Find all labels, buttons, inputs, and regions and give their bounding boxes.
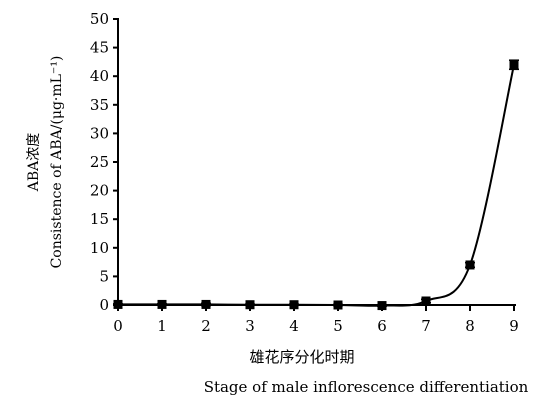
y-axis-label-cn: ABA浓度 <box>26 133 42 193</box>
data-point <box>377 301 387 311</box>
series <box>113 59 519 311</box>
y-tick-label: 45 <box>90 39 109 57</box>
x-tick-label: 2 <box>201 317 211 335</box>
x-tick-label: 1 <box>157 317 167 335</box>
y-tick-label: 10 <box>90 239 109 257</box>
x-axis-label-en: Stage of male inflorescence differentiat… <box>204 378 529 396</box>
data-point <box>157 299 167 309</box>
series-line <box>118 64 515 307</box>
x-tick-label: 8 <box>465 317 475 335</box>
y-tick-label: 35 <box>90 96 109 114</box>
x-tick-label: 6 <box>377 317 387 335</box>
y-tick-label: 15 <box>90 210 109 228</box>
y-tick-label: 25 <box>90 153 109 171</box>
data-point <box>113 299 123 309</box>
data-point <box>421 296 431 306</box>
y-tick-label: 0 <box>99 296 109 314</box>
data-point <box>201 299 211 309</box>
x-tick-label: 3 <box>245 317 255 335</box>
axes <box>117 18 516 306</box>
x-tick-label: 0 <box>113 317 123 335</box>
y-tick-label: 40 <box>90 67 109 85</box>
x-tick-label: 9 <box>509 317 519 335</box>
y-axis-label-en: Consistence of ABA/(μg·mL⁻¹) <box>49 56 65 269</box>
y-ticks: 0 5 10 15 20 25 30 35 40 45 50 <box>90 10 118 314</box>
data-point <box>245 300 255 310</box>
y-tick-label: 30 <box>90 124 109 142</box>
y-tick-label: 50 <box>90 10 109 28</box>
y-tick-label: 5 <box>99 267 109 285</box>
x-tick-label: 4 <box>289 317 299 335</box>
x-tick-label: 5 <box>333 317 343 335</box>
x-ticks: 0 1 2 3 4 5 6 7 8 9 <box>113 305 519 335</box>
data-point <box>509 60 519 70</box>
data-point <box>465 260 475 270</box>
data-point <box>289 300 299 310</box>
x-axis-label-cn: 雄花序分化时期 <box>249 348 354 366</box>
x-tick-label: 7 <box>421 317 431 335</box>
data-point <box>333 300 343 310</box>
y-tick-label: 20 <box>90 182 109 200</box>
